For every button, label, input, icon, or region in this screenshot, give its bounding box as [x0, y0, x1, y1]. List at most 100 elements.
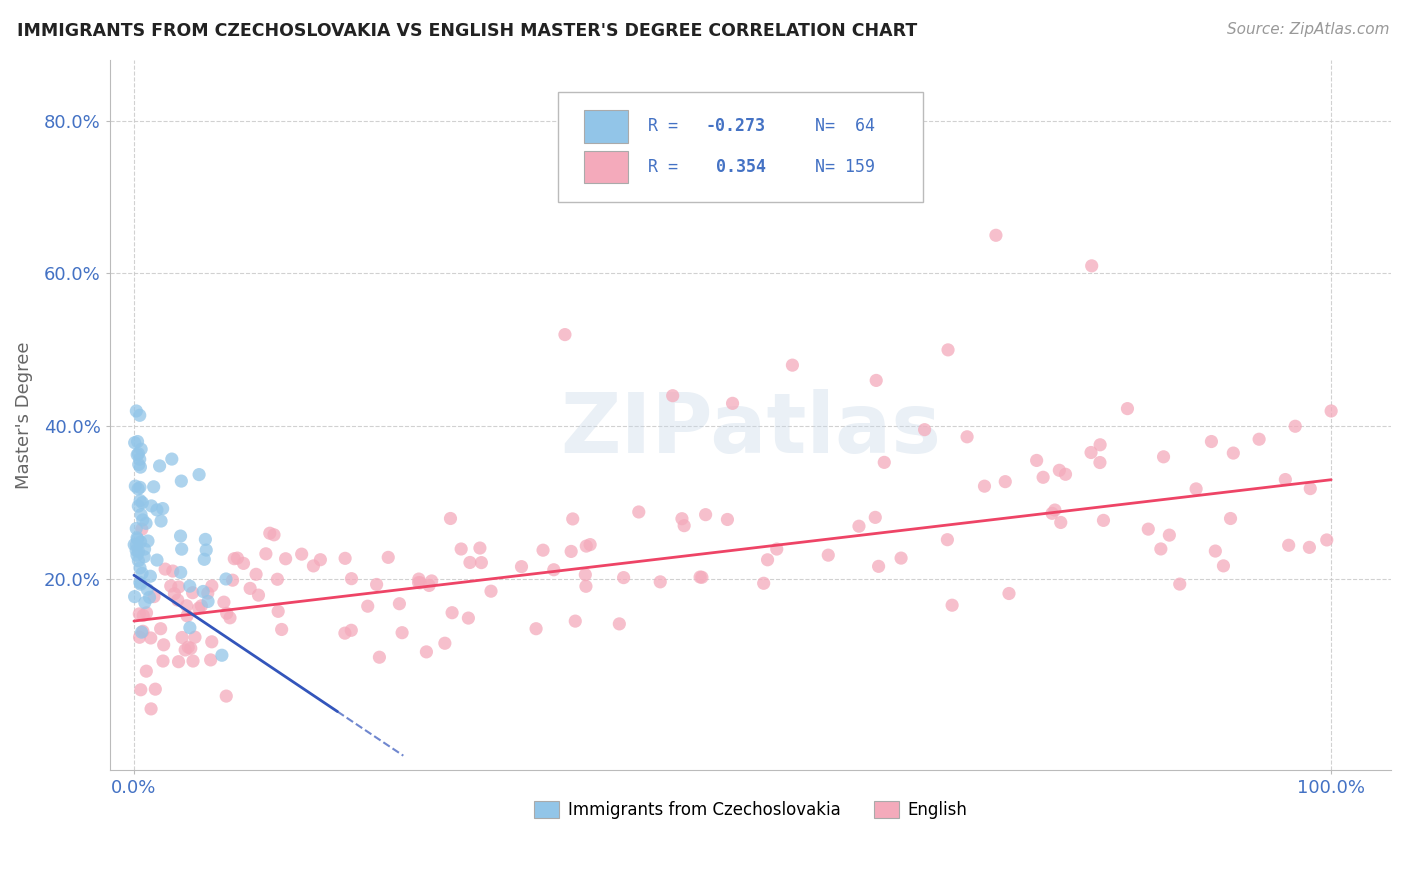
Point [560, 544, 582, 558]
Point [309, 552, 332, 566]
Point [149, 458, 172, 473]
Point [340, 624, 363, 638]
Point [132, 608, 155, 623]
Point [1080, 259, 1102, 273]
Point [239, 582, 262, 596]
Point [211, 648, 233, 663]
Point [1137, 522, 1160, 536]
Point [143, 682, 166, 697]
Point [172, 631, 194, 645]
Text: IMMIGRANTS FROM CZECHOSLOVAKIA VS ENGLISH MASTER'S DEGREE CORRELATION CHART: IMMIGRANTS FROM CZECHOSLOVAKIA VS ENGLIS… [17, 22, 917, 40]
Point [135, 516, 157, 531]
Point [270, 623, 292, 637]
FancyBboxPatch shape [558, 92, 924, 202]
Point [247, 588, 270, 602]
Point [136, 534, 159, 549]
Point [129, 460, 152, 475]
FancyBboxPatch shape [583, 110, 627, 143]
Point [409, 575, 432, 590]
Point [1047, 463, 1070, 477]
Point [150, 514, 173, 528]
Point [439, 511, 461, 525]
Point [420, 574, 443, 588]
Point [128, 630, 150, 644]
Point [127, 532, 149, 546]
Point [184, 630, 207, 644]
Point [129, 577, 152, 591]
Point [128, 458, 150, 472]
Point [125, 404, 148, 418]
Point [366, 577, 388, 591]
Point [994, 475, 1017, 489]
Point [122, 538, 145, 552]
Point [1088, 456, 1111, 470]
Point [690, 570, 713, 584]
Text: Source: ZipAtlas.com: Source: ZipAtlas.com [1226, 22, 1389, 37]
Point [575, 579, 598, 593]
Point [1150, 541, 1173, 556]
Point [984, 228, 1007, 243]
Point [391, 625, 413, 640]
Point [1088, 438, 1111, 452]
Point [135, 606, 157, 620]
Point [152, 638, 174, 652]
Point [170, 542, 193, 557]
Point [219, 611, 242, 625]
Point [197, 586, 219, 600]
Point [274, 551, 297, 566]
Point [141, 499, 163, 513]
Point [433, 636, 456, 650]
Point [1054, 467, 1077, 482]
Point [128, 544, 150, 558]
Point [131, 522, 153, 536]
Point [998, 586, 1021, 600]
Point [607, 616, 630, 631]
Point [259, 526, 281, 541]
Point [124, 435, 146, 450]
Legend: Immigrants from Czechoslovakia, English: Immigrants from Czechoslovakia, English [527, 794, 973, 826]
Point [190, 599, 212, 613]
Point [132, 513, 155, 527]
Point [661, 389, 683, 403]
Point [1222, 446, 1244, 460]
Point [263, 528, 285, 542]
Point [128, 607, 150, 621]
Point [721, 396, 744, 410]
Point [127, 434, 149, 449]
Point [408, 575, 430, 590]
Point [671, 512, 693, 526]
Point [215, 572, 238, 586]
Point [575, 539, 598, 553]
Point [245, 567, 267, 582]
Point [914, 423, 936, 437]
Point [131, 566, 153, 581]
Point [1274, 473, 1296, 487]
Point [181, 654, 204, 668]
Point [756, 553, 779, 567]
Point [139, 569, 162, 583]
Point [408, 572, 430, 586]
Point [163, 587, 186, 601]
Point [357, 599, 380, 614]
Point [212, 595, 235, 609]
Point [765, 542, 787, 557]
Point [129, 535, 152, 549]
Point [125, 531, 148, 545]
Point [1284, 419, 1306, 434]
Point [524, 622, 547, 636]
Point [468, 541, 491, 555]
Point [936, 343, 959, 357]
Text: -0.273: -0.273 [706, 118, 766, 136]
Point [302, 558, 325, 573]
Point [152, 654, 174, 668]
Point [201, 635, 224, 649]
Point [129, 508, 152, 522]
Point [1153, 450, 1175, 464]
Point [125, 548, 148, 562]
Point [135, 664, 157, 678]
Point [139, 702, 162, 716]
Point [1298, 541, 1320, 555]
Point [973, 479, 995, 493]
Point [139, 631, 162, 645]
Point [458, 556, 481, 570]
